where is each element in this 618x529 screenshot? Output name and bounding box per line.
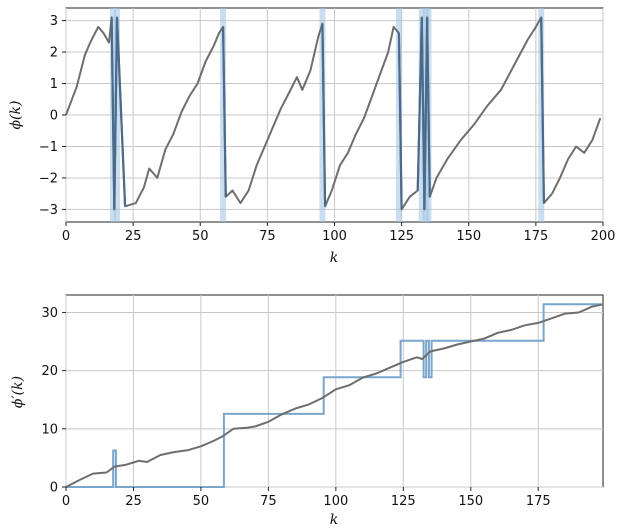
phase-wrap-segment <box>321 23 327 207</box>
x-tick-label: 150 <box>456 229 481 244</box>
x-tick-label: 75 <box>260 494 277 509</box>
top-y-axis-label: ϕ(k) <box>8 101 24 130</box>
highlight-band <box>395 8 402 222</box>
x-tick-label: 150 <box>458 494 483 509</box>
y-tick-label: −1 <box>39 140 58 155</box>
y-tick-label: 30 <box>41 306 58 321</box>
highlight-band <box>319 8 326 222</box>
y-tick-label: 1 <box>50 77 58 92</box>
x-tick-label: 125 <box>389 229 414 244</box>
x-tick-label: 75 <box>259 229 276 244</box>
bottom-y-axis-label: ϕ′(k) <box>10 376 26 408</box>
top-x-axis-label: k <box>330 250 338 266</box>
bottom-x-axis-label: k <box>330 512 338 528</box>
y-tick-label: 2 <box>50 46 58 61</box>
top-ticks: 0 25 50 75 100 125 150 175 200 −3 −2 −1 0 1 2 3 <box>39 14 616 244</box>
x-tick-label: 200 <box>591 229 616 244</box>
unwrapped-phase-line <box>65 303 604 488</box>
bottom-ticks: 0 25 50 75 100 125 150 175 0 10 20 30 <box>41 306 550 509</box>
x-tick-label: 175 <box>526 494 551 509</box>
x-tick-label: 25 <box>125 494 142 509</box>
highlight-band <box>220 8 227 222</box>
bottom-plot-panel: 0 25 50 75 100 125 150 175 0 10 20 30 k ϕ′(k) <box>10 294 604 528</box>
phase-wrap-segment <box>113 17 119 210</box>
top-plot-panel: 0 25 50 75 100 125 150 175 200 −3 −2 −1 0 1 2 3 k ϕ(k) <box>8 7 616 266</box>
phase-wrap-segment <box>397 33 403 210</box>
x-tick-label: 50 <box>192 229 209 244</box>
x-tick-label: 0 <box>62 229 70 244</box>
x-tick-label: 25 <box>125 229 142 244</box>
step-offset-line <box>66 303 603 488</box>
phase-wrap-segment <box>540 17 546 204</box>
x-tick-label: 100 <box>323 494 348 509</box>
x-tick-label: 50 <box>193 494 210 509</box>
y-tick-label: 3 <box>50 14 58 29</box>
y-tick-label: 0 <box>50 109 58 124</box>
highlight-band <box>418 8 425 222</box>
highlight-band <box>114 8 121 222</box>
x-tick-label: 100 <box>322 229 347 244</box>
phase-wrap-segment <box>221 26 227 197</box>
y-tick-label: 20 <box>41 364 58 379</box>
phase-wrap-segment <box>115 17 127 207</box>
top-grid <box>65 8 604 222</box>
x-tick-label: 0 <box>62 494 70 509</box>
y-tick-label: −3 <box>39 203 58 218</box>
y-tick-label: −2 <box>39 171 58 186</box>
bottom-series <box>65 303 604 488</box>
highlight-band <box>538 8 545 222</box>
x-tick-label: 125 <box>391 494 416 509</box>
wrapped-phase-line <box>65 16 602 211</box>
top-series <box>65 16 602 211</box>
y-tick-label: 10 <box>41 422 58 437</box>
x-tick-label: 175 <box>523 229 548 244</box>
phase-wrap-segment <box>426 17 431 197</box>
y-tick-label: 0 <box>50 481 58 496</box>
